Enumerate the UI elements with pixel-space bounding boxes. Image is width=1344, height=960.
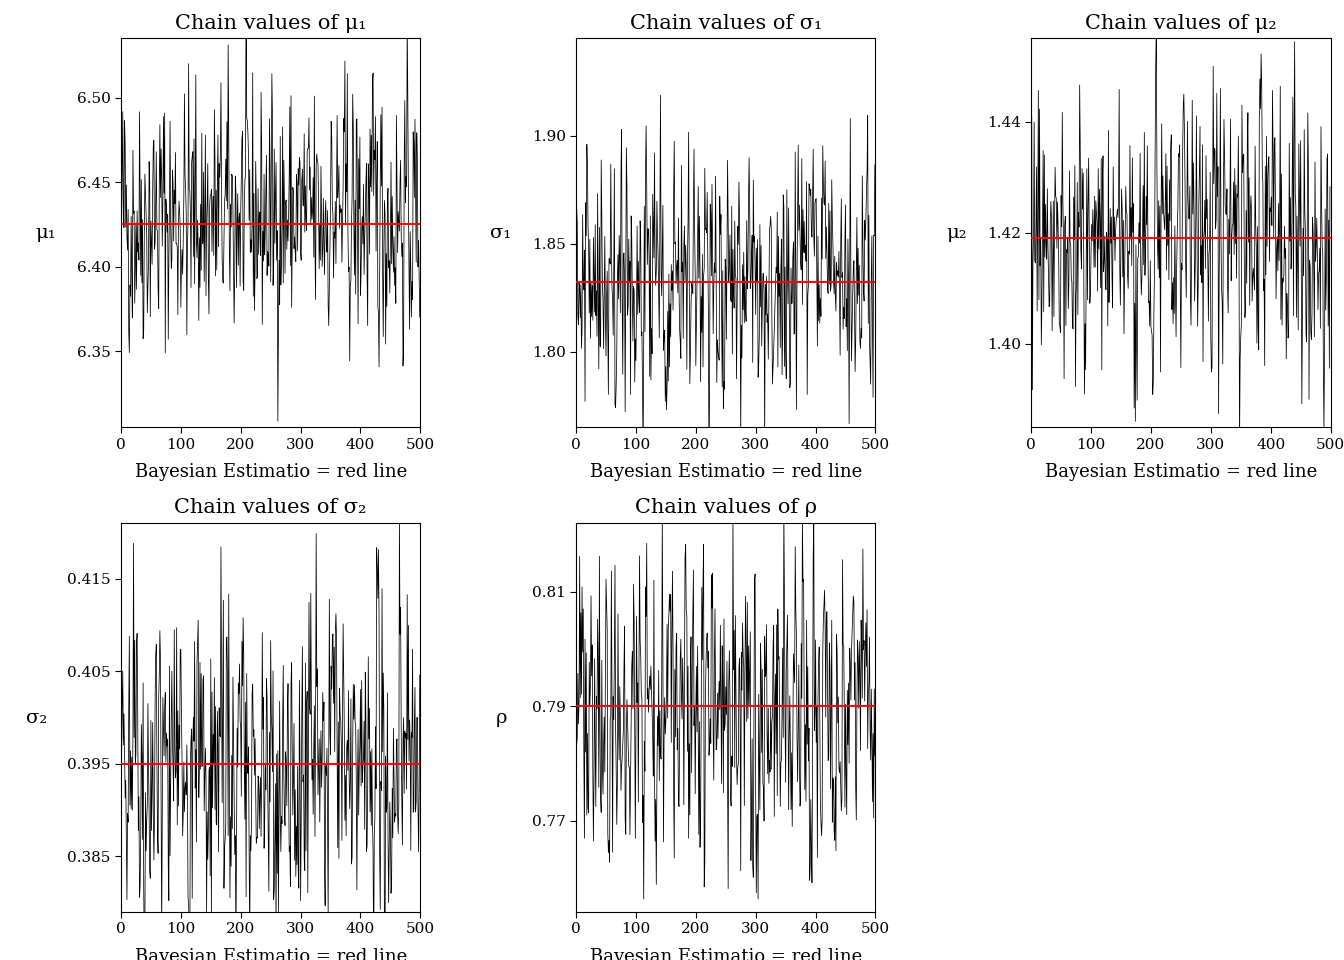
X-axis label: Bayesian Estimatio = red line: Bayesian Estimatio = red line bbox=[1044, 463, 1317, 481]
Y-axis label: σ₂: σ₂ bbox=[26, 708, 47, 727]
X-axis label: Bayesian Estimatio = red line: Bayesian Estimatio = red line bbox=[134, 948, 407, 960]
X-axis label: Bayesian Estimatio = red line: Bayesian Estimatio = red line bbox=[590, 948, 862, 960]
Title: Chain values of σ₂: Chain values of σ₂ bbox=[175, 498, 367, 517]
X-axis label: Bayesian Estimatio = red line: Bayesian Estimatio = red line bbox=[134, 463, 407, 481]
Title: Chain values of ρ: Chain values of ρ bbox=[634, 498, 817, 517]
Title: Chain values of μ₁: Chain values of μ₁ bbox=[175, 13, 367, 33]
Y-axis label: σ₁: σ₁ bbox=[491, 224, 512, 242]
Y-axis label: ρ: ρ bbox=[496, 708, 507, 727]
Y-axis label: μ₁: μ₁ bbox=[36, 224, 56, 242]
X-axis label: Bayesian Estimatio = red line: Bayesian Estimatio = red line bbox=[590, 463, 862, 481]
Y-axis label: μ₂: μ₂ bbox=[946, 224, 966, 242]
Title: Chain values of σ₁: Chain values of σ₁ bbox=[629, 13, 823, 33]
Title: Chain values of μ₂: Chain values of μ₂ bbox=[1085, 13, 1277, 33]
